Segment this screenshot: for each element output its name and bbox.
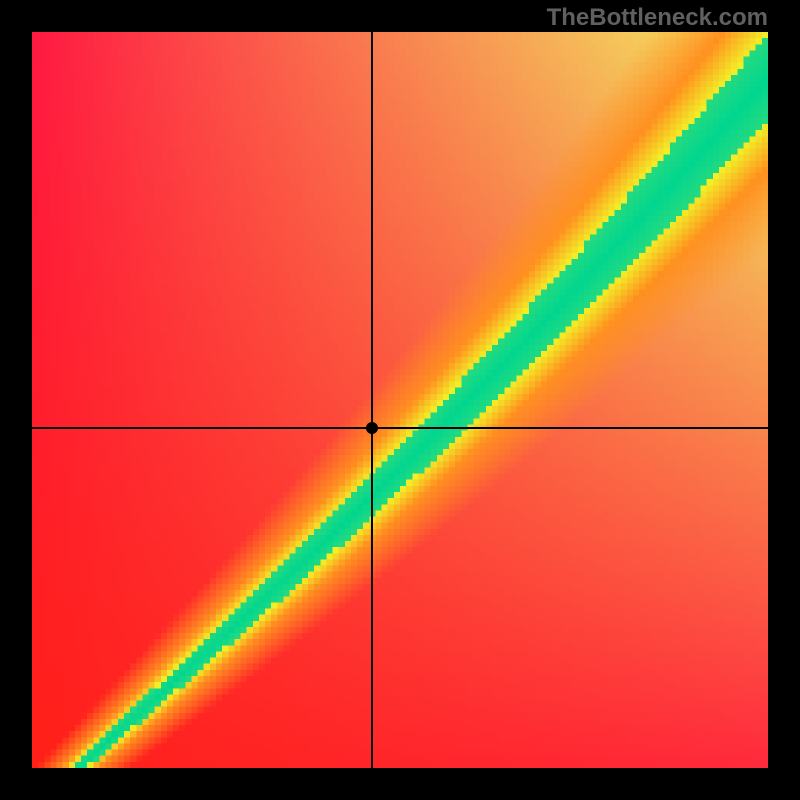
crosshair-vertical (371, 32, 373, 768)
crosshair-marker (366, 422, 378, 434)
bottleneck-heatmap (32, 32, 768, 768)
watermark-text: TheBottleneck.com (547, 4, 768, 32)
crosshair-horizontal (32, 427, 768, 429)
